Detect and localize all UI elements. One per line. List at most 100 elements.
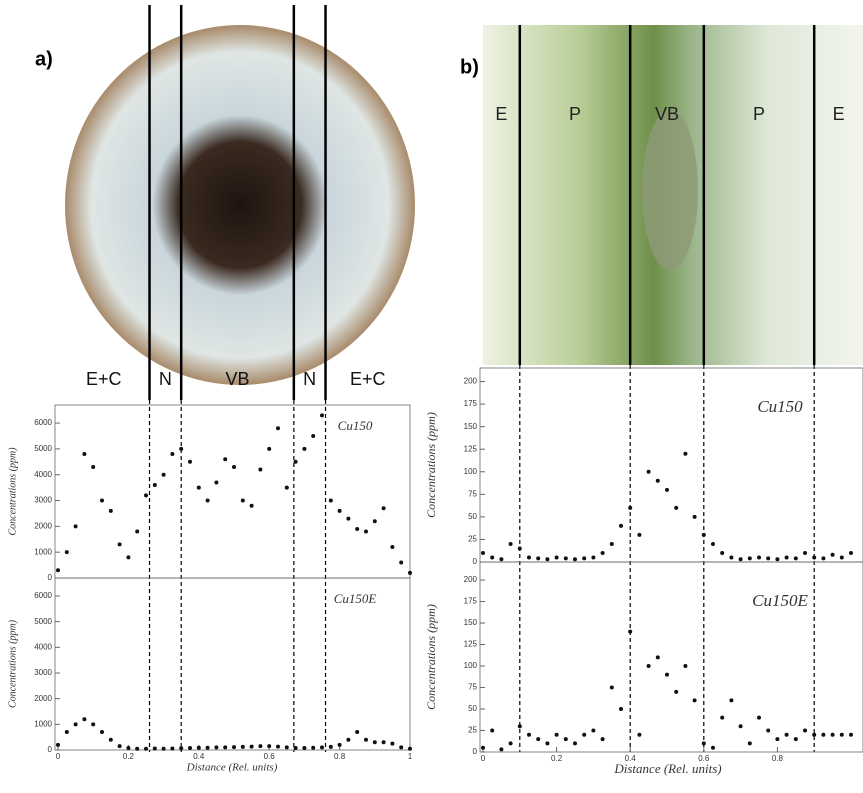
point [64, 550, 69, 555]
point [729, 555, 734, 560]
point [536, 556, 541, 561]
y-tick-label: 0 [48, 573, 53, 582]
point [267, 446, 272, 451]
y-tick-label: 75 [468, 489, 477, 498]
point [646, 469, 651, 474]
point [812, 555, 817, 560]
point [655, 478, 660, 483]
point [665, 487, 669, 492]
point [381, 506, 386, 511]
point [527, 732, 531, 737]
point [346, 737, 351, 742]
point [144, 746, 148, 751]
point [591, 555, 596, 560]
point [582, 556, 587, 561]
y-tick-label: 5000 [34, 617, 52, 626]
point [64, 730, 69, 735]
point [517, 546, 522, 551]
point [328, 498, 333, 503]
x-tick-label: 0 [56, 752, 61, 761]
point [408, 570, 412, 575]
micrograph-a [65, 25, 415, 385]
point [223, 745, 228, 750]
point [674, 505, 679, 510]
point [399, 745, 404, 750]
point [674, 689, 679, 694]
point [582, 732, 587, 737]
point [214, 480, 219, 485]
point [554, 732, 559, 737]
region-label: VB [655, 104, 679, 124]
point [803, 550, 807, 555]
point [536, 737, 541, 742]
point [161, 746, 166, 751]
point [399, 560, 404, 565]
point [232, 745, 236, 750]
x-tick-label: 1 [408, 752, 413, 761]
y-tick-label: 1000 [34, 719, 52, 728]
point [337, 508, 342, 513]
y-tick-label: 1000 [34, 547, 52, 556]
point [738, 557, 743, 562]
point [701, 532, 706, 537]
point [205, 498, 210, 503]
point [591, 728, 596, 733]
y-tick-label: 50 [468, 704, 477, 713]
y-axis-label: Concentrations (ppm) [7, 447, 18, 536]
point [311, 433, 316, 438]
point [258, 744, 263, 749]
point [784, 732, 789, 737]
y-tick-label: 100 [464, 661, 478, 670]
vascular-bundle [642, 110, 698, 270]
point [747, 556, 752, 561]
point [276, 426, 280, 431]
y-tick-label: 75 [468, 683, 477, 692]
point [56, 742, 60, 747]
y-axis-label: Concentrations (ppm) [7, 619, 18, 708]
chart-title: Cu150 [338, 418, 373, 433]
panel-label: a) [35, 48, 53, 70]
point [355, 730, 360, 735]
point [775, 737, 780, 742]
y-tick-label: 125 [464, 444, 478, 453]
y-tick-label: 0 [48, 745, 53, 754]
point [600, 737, 605, 742]
point [293, 459, 298, 464]
point [205, 745, 210, 750]
point [240, 744, 245, 749]
point [692, 514, 697, 519]
point [91, 464, 96, 469]
point [527, 555, 531, 560]
point [196, 485, 201, 490]
point [839, 555, 844, 560]
chart-title: Cu150 [757, 397, 803, 416]
point [108, 737, 113, 742]
region-label: N [303, 369, 316, 389]
point [179, 446, 184, 451]
point [711, 541, 715, 546]
point [849, 550, 853, 555]
region-label: E [495, 104, 507, 124]
plot-frame [479, 561, 863, 753]
point [293, 745, 298, 750]
point [600, 550, 605, 555]
point [793, 737, 798, 742]
point [628, 629, 633, 634]
point [646, 664, 651, 669]
point [188, 459, 192, 464]
y-tick-label: 0 [473, 747, 478, 756]
y-tick-label: 25 [468, 726, 477, 735]
point [563, 556, 568, 561]
point [320, 413, 324, 418]
point [683, 451, 688, 456]
y-tick-label: 100 [464, 467, 478, 476]
y-tick-label: 5000 [34, 444, 52, 453]
y-tick-label: 4000 [34, 470, 52, 479]
point [302, 745, 307, 750]
region-label: VB [226, 369, 250, 389]
point [161, 472, 166, 477]
point [152, 483, 157, 488]
y-tick-label: 200 [464, 575, 478, 584]
chart-title: Cu150E [752, 591, 808, 610]
point [372, 740, 377, 745]
